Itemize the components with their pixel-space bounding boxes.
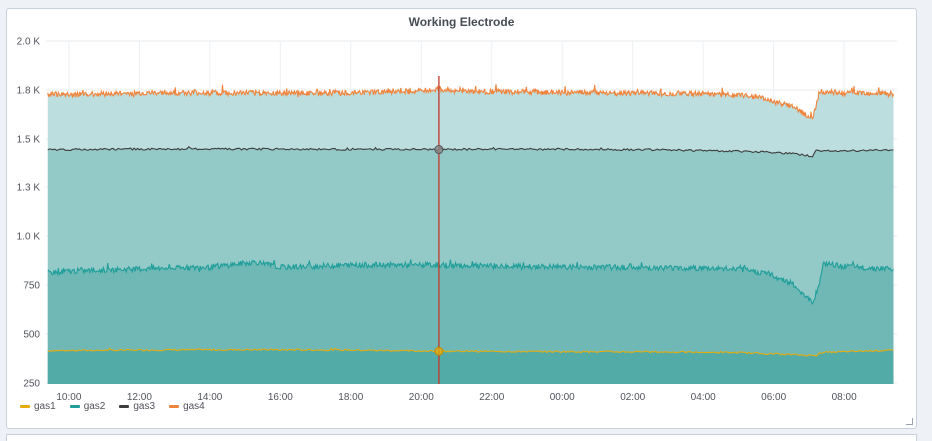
x-tick-label: 10:00 bbox=[56, 392, 81, 403]
legend-item-gas1[interactable]: gas1 bbox=[20, 401, 56, 412]
x-tick-label: 22:00 bbox=[479, 392, 504, 403]
legend-item-gas2[interactable]: gas2 bbox=[69, 401, 106, 412]
x-tick-label: 00:00 bbox=[550, 392, 575, 403]
legend-label: gas4 bbox=[183, 401, 205, 412]
y-tick-label: 2.0 K bbox=[17, 37, 41, 48]
resize-handle[interactable] bbox=[906, 418, 913, 425]
hover-point-gas1 bbox=[434, 346, 444, 356]
y-tick-label: 1.3 K bbox=[17, 183, 41, 194]
x-tick-label: 20:00 bbox=[409, 392, 434, 403]
x-tick-label: 18:00 bbox=[338, 392, 363, 403]
area-gas1 bbox=[47, 348, 894, 384]
y-tick-label: 1.5 K bbox=[17, 135, 41, 146]
legend-item-gas4[interactable]: gas4 bbox=[169, 401, 205, 412]
line-gas4 bbox=[47, 84, 895, 120]
legend-label: gas2 bbox=[83, 401, 106, 412]
x-tick-label: 06:00 bbox=[761, 392, 786, 403]
hover-point-gas3 bbox=[434, 145, 444, 155]
x-tick-label: 02:00 bbox=[620, 392, 645, 403]
legend-swatch bbox=[69, 405, 80, 408]
legend-item-gas3[interactable]: gas3 bbox=[119, 401, 155, 412]
legend-swatch bbox=[119, 405, 130, 408]
y-tick-label: 1.0 K bbox=[17, 232, 41, 243]
legend-swatch bbox=[169, 405, 180, 408]
line-gas1 bbox=[47, 347, 894, 357]
y-tick-label: 500 bbox=[23, 330, 40, 341]
x-tick-label: 14:00 bbox=[197, 392, 222, 403]
line-gas3 bbox=[47, 146, 894, 158]
y-tick-label: 250 bbox=[23, 379, 40, 390]
legend-swatch bbox=[20, 405, 30, 408]
x-tick-label: 16:00 bbox=[268, 392, 293, 403]
legend-label: gas3 bbox=[133, 401, 156, 412]
next-panel-edge bbox=[6, 434, 917, 441]
chart-legend: gas1 gas2 gas3 gas4 bbox=[20, 401, 205, 412]
panel-title[interactable]: Working Electrode bbox=[408, 15, 515, 29]
x-tick-label: 08:00 bbox=[832, 392, 857, 403]
x-tick-label: 12:00 bbox=[127, 392, 152, 403]
line-gas2 bbox=[47, 259, 894, 306]
x-tick-label: 04:00 bbox=[691, 392, 716, 403]
y-tick-label: 750 bbox=[23, 281, 40, 292]
legend-label: gas1 bbox=[34, 401, 56, 412]
y-tick-label: 1.8 K bbox=[17, 86, 41, 97]
